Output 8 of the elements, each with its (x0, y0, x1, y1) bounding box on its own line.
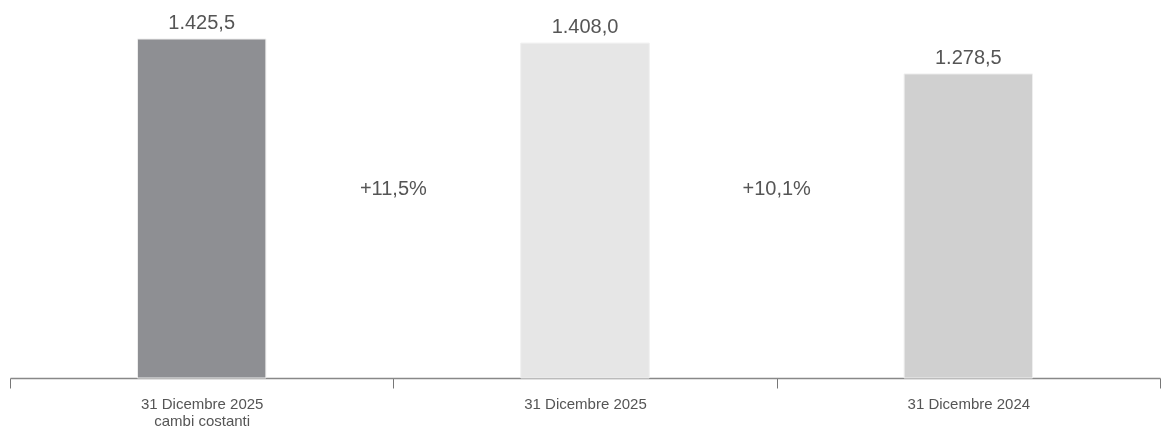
data-label: 1.408,0 (551, 15, 619, 38)
data-label: 1.278,5 (934, 45, 1002, 68)
data-label: 1.425,5 (168, 11, 236, 33)
x-tick-label: 31 Dicembre 2025 (524, 394, 647, 412)
annotation: +10,1% (742, 177, 812, 199)
x-tick-label: 31 Dicembre 2024 (907, 394, 1031, 412)
annotation: +11,5% (359, 177, 427, 199)
x-tick-label: 31 Dicembre 2025 cambi costanti (140, 394, 264, 429)
